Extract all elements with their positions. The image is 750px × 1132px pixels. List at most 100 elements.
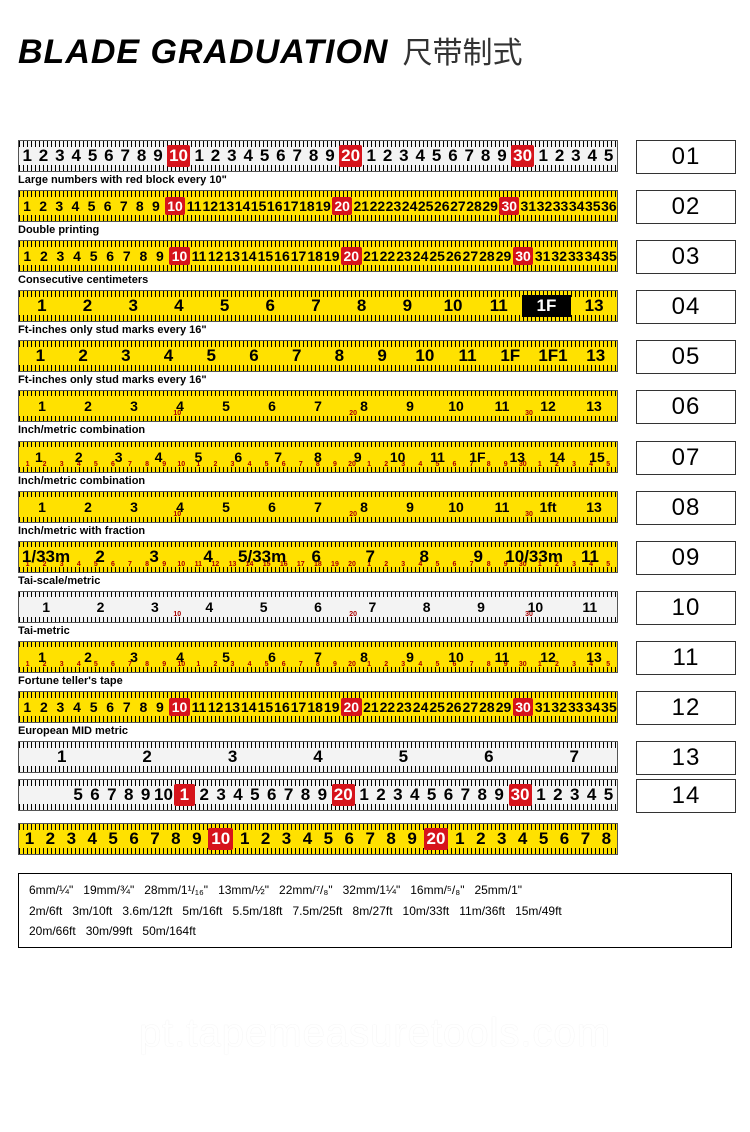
tape-mark: 25 (429, 699, 446, 715)
tape-mark: 3 (128, 599, 182, 615)
spec-value: 6mm/¼" (29, 883, 73, 897)
tape-mark: 30 (513, 247, 534, 265)
tape-mark: 5 (178, 449, 218, 465)
tape-mark: 7 (289, 146, 305, 166)
tape-mark: 32 (551, 248, 568, 264)
tape-mark: 1 (19, 649, 65, 665)
graduation-id-badge: 11 (636, 641, 736, 675)
tape-mark: 5 (85, 248, 102, 264)
tape-mark: 28 (479, 699, 496, 715)
tape-mark: 9 (152, 248, 169, 264)
tape-caption: Tai-metric (18, 625, 618, 637)
graduation-row: 1234567891011121314151617181920212223242… (0, 240, 750, 286)
tape-mark: 6 (249, 398, 295, 414)
tape-mark: 3 (52, 248, 69, 264)
tape-mark: 24 (402, 198, 418, 214)
tape-mark: 8 (298, 449, 338, 465)
tape-mark: 7 (117, 146, 133, 166)
tape-mark: 1 (174, 784, 195, 806)
tape-mark: 4 (67, 198, 83, 214)
tape-mark: 6 (100, 198, 116, 214)
tape-mark: 5 (246, 785, 263, 805)
tape-mark: 4 (156, 296, 202, 316)
tape-mark: 7 (461, 146, 477, 166)
tape-mark: 6 (554, 829, 575, 849)
tape-mark: 1F (522, 295, 572, 317)
tape-mark: 26 (445, 699, 462, 715)
tape-mark: 6 (440, 785, 457, 805)
tape-mark: 7 (118, 699, 135, 715)
tape-mark: 29 (495, 699, 512, 715)
tape-mark: 1 (19, 346, 62, 366)
graduation-row: 1/33m2345/33m678910/33m11123456789101112… (0, 541, 750, 587)
tape-mark: 1 (533, 785, 550, 805)
tape-mark: 2 (104, 747, 189, 767)
tape-mark: 24 (412, 248, 429, 264)
tape-mark: 1 (19, 599, 73, 615)
tape-caption: Large numbers with red block every 10" (18, 174, 618, 186)
tape-mark: 8 (341, 649, 387, 665)
tape-mark: 7 (293, 296, 339, 316)
tape-mark: 1 (19, 398, 65, 414)
tape-mark: 6 (87, 785, 104, 805)
graduation-list: 12345678910123456789201234567893012345La… (0, 82, 750, 813)
spec-row-1: 6mm/¼"19mm/¾"28mm/1¹/₁₆"13mm/½"22mm/⁷/₈"… (29, 880, 721, 900)
tape-mark: 10 (433, 398, 479, 414)
tape-mark: 2 (36, 699, 53, 715)
tape-mark: 32 (536, 198, 552, 214)
tape-mark: 8 (400, 599, 454, 615)
tape-mark: 30 (509, 784, 532, 806)
graduation-id-badge: 07 (636, 441, 736, 475)
tape-mark: 11 (191, 248, 208, 264)
tape-mark: 6 (102, 248, 119, 264)
tape-mark: 1ft (525, 499, 571, 515)
tape-mark: 5 (236, 599, 290, 615)
tape-mark: 3 (276, 829, 297, 849)
tape-mark: 9 (322, 146, 338, 166)
tape-mark: 2 (470, 829, 491, 849)
tape-mark: 2 (65, 398, 111, 414)
graduation-id-badge: 04 (636, 290, 736, 324)
tape-mark: 33 (553, 198, 569, 214)
spec-value: 16mm/⁵/₈" (410, 883, 464, 897)
tape-mark: 5 (70, 785, 87, 805)
tape-mark: 8 (339, 296, 385, 316)
tape-mark: 4 (147, 346, 190, 366)
tape-mark: 7 (103, 785, 120, 805)
tape-mark: 20 (332, 784, 355, 806)
tape-mark: 9 (152, 699, 169, 715)
tape-mark: 1F1 (532, 346, 575, 366)
tape-caption: Consecutive centimeters (18, 274, 618, 286)
tape-mark: 14 (234, 198, 250, 214)
tape-mark: 8 (297, 785, 314, 805)
tape-mark: 2 (35, 198, 51, 214)
tape-mark: 27 (450, 198, 466, 214)
tape-mark: 5 (318, 829, 339, 849)
tape-mark: 2 (549, 785, 566, 805)
tape-mark: 5 (600, 785, 617, 805)
tape-mark: 1 (191, 146, 207, 166)
tape-mark: 5 (600, 146, 616, 166)
tape-mark: 9 (387, 398, 433, 414)
tape-mark: 8 (132, 198, 148, 214)
tape-strip: 123456789101234567892012345678 (18, 823, 618, 855)
graduation-row: 1234567891011121314151617181920212223242… (0, 190, 750, 236)
tape-caption: Inch/metric combination (18, 424, 618, 436)
graduation-row: 1234567891011121314151617181920212223242… (0, 691, 750, 737)
tape-caption: Fortune teller's tape (18, 675, 618, 687)
tape-mark: 8 (120, 785, 137, 805)
tape-mark: 6 (339, 829, 360, 849)
tape-mark: 29 (495, 248, 512, 264)
tape-mark: 2 (62, 346, 105, 366)
tape-mark: 7 (116, 198, 132, 214)
tape-mark: 26 (445, 248, 462, 264)
graduation-row: 12345678910111ft13102030Inch/metric with… (0, 491, 750, 537)
tape-mark: 4 (157, 499, 203, 515)
spec-value: 10m/33ft (403, 904, 450, 918)
tape-mark: 4 (68, 146, 84, 166)
tape-mark: 9 (387, 499, 433, 515)
tape-strip: 12345678910111F13 (18, 290, 618, 322)
tape-mark: 8 (596, 829, 617, 849)
tape-mark: 10 (430, 296, 476, 316)
tape-mark: 8 (133, 146, 149, 166)
